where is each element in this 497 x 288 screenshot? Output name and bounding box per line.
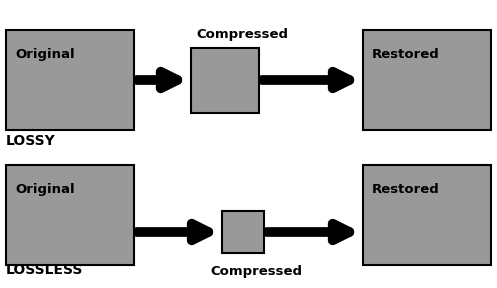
Text: Compressed: Compressed [210,265,302,278]
Bar [6,30,134,130]
Bar [191,48,259,113]
Text: LOSSY: LOSSY [6,134,56,148]
Text: Original: Original [15,48,75,61]
Bar [363,165,491,265]
Bar [363,30,491,130]
Bar [6,165,134,265]
Text: Restored: Restored [372,183,440,196]
Text: Original: Original [15,183,75,196]
Text: Compressed: Compressed [196,28,288,41]
Text: LOSSLESS: LOSSLESS [6,263,83,277]
Bar [222,211,264,253]
Text: Restored: Restored [372,48,440,61]
